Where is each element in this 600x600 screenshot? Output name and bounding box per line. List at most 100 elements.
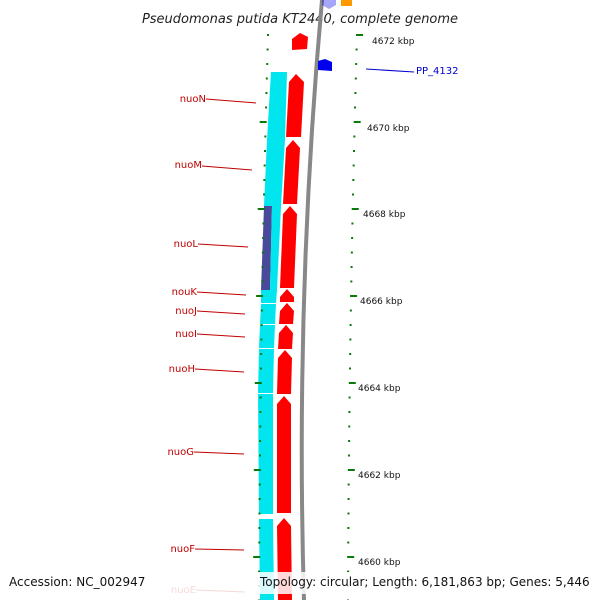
- minor-tick: [350, 251, 353, 254]
- minor-tick: [258, 498, 261, 500]
- minor-tick: [259, 367, 262, 370]
- gene-label-nouK: nouK: [172, 287, 198, 298]
- red-cds-nuoJ: [279, 303, 294, 324]
- major-tick: [253, 469, 261, 471]
- gene-label-nuoN: nuoN: [180, 94, 206, 105]
- minor-tick: [258, 454, 261, 457]
- minor-tick: [348, 367, 351, 370]
- minor-tick: [262, 222, 265, 225]
- minor-tick: [347, 570, 350, 573]
- red-cds-nuoK: [280, 289, 294, 302]
- minor-tick: [352, 179, 355, 181]
- gene-leader-nuoJ: [196, 310, 246, 315]
- gene-leader-nuoN: [205, 98, 257, 104]
- genome-backbone: [299, 0, 324, 600]
- minor-tick: [263, 193, 266, 196]
- minor-tick: [349, 338, 352, 341]
- major-tick: [350, 295, 358, 297]
- scale-label-4670: 4670 kbp: [367, 124, 410, 134]
- minor-tick: [349, 353, 352, 355]
- right-tick-marks: [347, 34, 364, 600]
- minor-tick: [261, 280, 264, 283]
- major-tick: [347, 556, 355, 558]
- minor-tick: [259, 411, 262, 413]
- minor-tick: [355, 48, 358, 51]
- cyan-cds-nuoI: [259, 325, 275, 348]
- minor-tick: [349, 324, 352, 326]
- major-tick: [348, 382, 356, 384]
- red-cds-nuoN: [286, 74, 304, 137]
- minor-tick: [259, 396, 262, 399]
- minor-tick: [260, 309, 263, 312]
- gene-label-nuoF: nuoF: [170, 544, 195, 555]
- minor-tick: [350, 280, 353, 283]
- gene-label-nuoJ: nuoJ: [175, 306, 197, 317]
- scale-label-4666: 4666 kbp: [360, 297, 403, 307]
- locus-label-PP_4132: PP_4132: [416, 66, 459, 77]
- minor-tick: [264, 150, 266, 152]
- red-cds-nuoG: [277, 396, 291, 513]
- gene-label-nuoL: nuoL: [174, 239, 199, 250]
- footer-background: [0, 572, 600, 594]
- minor-tick: [347, 541, 350, 544]
- red-gene-top: [292, 33, 308, 50]
- minor-tick: [258, 527, 261, 529]
- blue-gene-small: [318, 59, 332, 71]
- orange-gene-top: [341, 0, 352, 6]
- minor-tick: [260, 353, 263, 355]
- minor-tick: [261, 266, 264, 268]
- minor-tick: [354, 92, 357, 94]
- cyan-cds-nuoG: [258, 394, 273, 514]
- cyan-cds-nuoK: [261, 290, 277, 303]
- major-tick: [254, 382, 262, 384]
- minor-tick: [347, 512, 350, 515]
- gene-leader-nuoG: [193, 451, 245, 455]
- minor-tick: [265, 106, 268, 109]
- minor-tick: [355, 63, 358, 65]
- major-tick: [253, 556, 261, 558]
- major-tick: [257, 208, 265, 210]
- scale-label-4672: 4672 kbp: [372, 37, 415, 47]
- minor-tick: [347, 527, 350, 529]
- major-tick: [353, 121, 361, 123]
- topology-text: Topology: circular; Length: 6,181,863 bp…: [259, 575, 590, 589]
- minor-tick: [258, 512, 261, 515]
- minor-tick: [262, 237, 265, 239]
- minor-tick: [348, 411, 351, 413]
- cyan-cds-nuoM: [264, 140, 285, 206]
- minor-tick: [263, 164, 266, 167]
- scale-label-4660: 4660 kbp: [358, 558, 401, 568]
- accession-text: Accession: NC_002947: [9, 575, 145, 589]
- minor-tick: [352, 164, 355, 167]
- minor-tick: [265, 92, 268, 94]
- minor-tick: [348, 425, 351, 428]
- minor-tick: [347, 498, 350, 500]
- minor-tick: [350, 266, 353, 268]
- gene-leader-nuoI: [196, 333, 246, 338]
- scale-label-4662: 4662 kbp: [358, 471, 401, 481]
- minor-tick: [259, 440, 262, 442]
- major-tick: [256, 295, 264, 297]
- gene-leader-nuoH: [194, 368, 245, 373]
- gene-leader-nuoM: [201, 165, 253, 171]
- minor-tick: [264, 135, 267, 138]
- gene-label-nuoG: nuoG: [167, 447, 194, 458]
- red-cds-nuoH: [277, 350, 292, 394]
- cyan-cds-nuoH: [258, 349, 274, 393]
- minor-tick: [266, 63, 269, 65]
- locus-leader-PP_4132: [365, 68, 415, 73]
- minor-tick: [354, 77, 357, 80]
- scale-label-4668: 4668 kbp: [363, 210, 406, 220]
- gene-label-nuoM: nuoM: [175, 160, 202, 171]
- gene-label-nuoI: nuoI: [175, 329, 197, 340]
- major-tick: [259, 121, 267, 123]
- gene-leader-nuoL: [197, 243, 249, 248]
- minor-tick: [261, 251, 264, 254]
- cyan-cds-nuoN: [267, 72, 287, 140]
- cyan-cds-nuoL-dark: [261, 206, 272, 290]
- cyan-cds-nuoL: [270, 206, 281, 290]
- minor-tick: [265, 77, 268, 80]
- minor-tick: [349, 309, 352, 312]
- major-tick: [356, 34, 364, 36]
